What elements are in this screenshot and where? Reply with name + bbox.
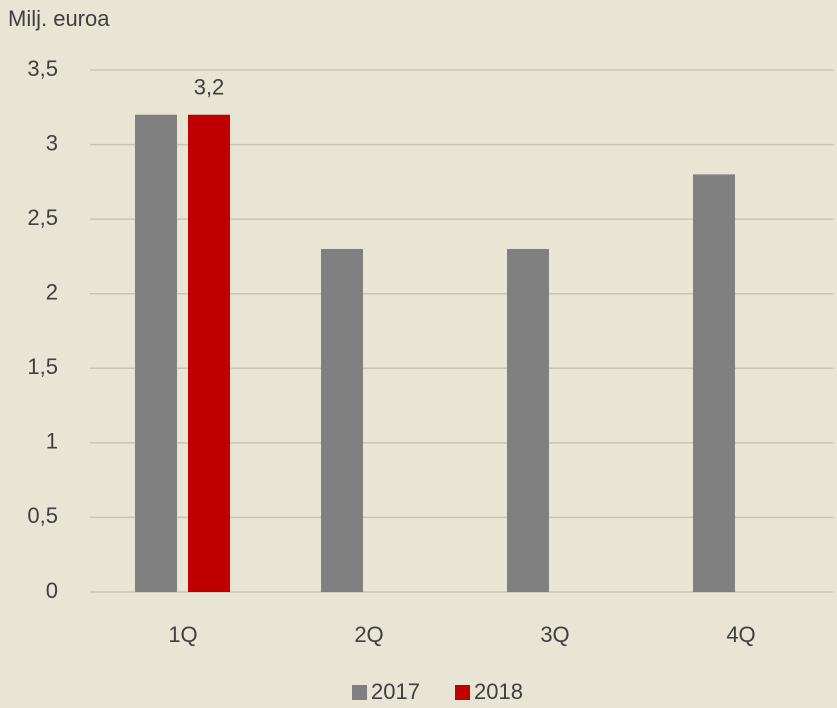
bar [321,248,363,592]
y-tick-label: 0,5 [27,503,58,528]
y-tick-label: 1 [46,429,58,454]
legend-label: 2017 [371,679,420,704]
y-tick-label: 3 [46,130,58,155]
x-tick-label: 3Q [540,622,569,647]
y-axis-label: Milj. euroa [8,6,110,31]
bar [507,248,549,592]
bar [188,114,230,592]
y-tick-label: 3,5 [27,56,58,81]
y-tick-label: 2 [46,280,58,305]
x-tick-label: 1Q [168,622,197,647]
bar [135,114,177,592]
x-tick-label: 2Q [354,622,383,647]
data-label: 3,2 [194,75,225,100]
legend-swatch [352,685,367,700]
legend-label: 2018 [474,679,523,704]
bar [693,174,735,592]
x-tick-label: 4Q [726,622,755,647]
y-tick-label: 2,5 [27,205,58,230]
y-tick-label: 0 [46,578,58,603]
legend-swatch [455,685,470,700]
y-tick-label: 1,5 [27,354,58,379]
